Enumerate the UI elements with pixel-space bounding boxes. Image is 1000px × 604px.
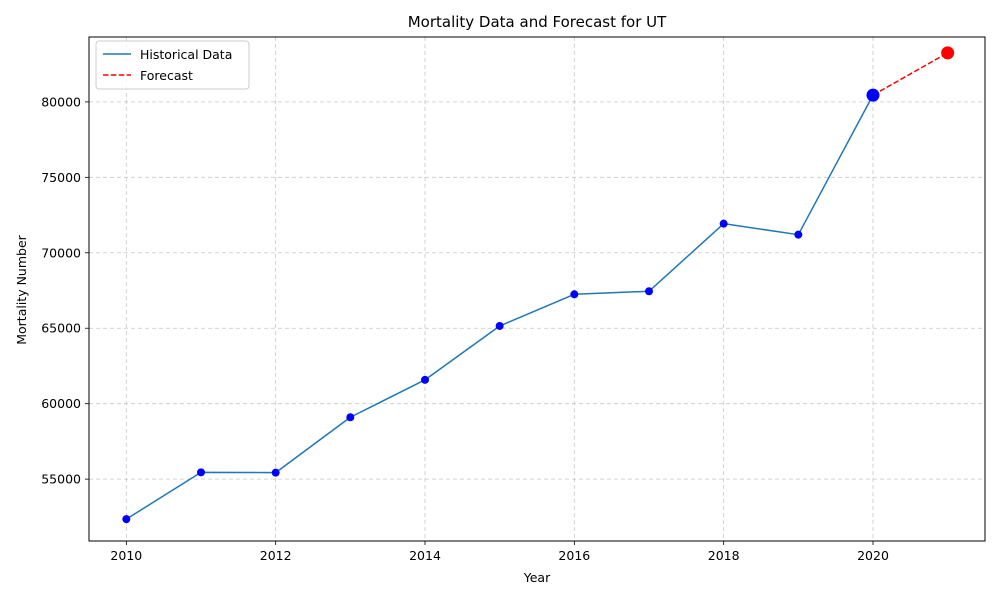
y-tick-label: 75000 — [41, 170, 81, 185]
y-tick-label: 65000 — [41, 321, 81, 336]
legend-box — [95, 40, 250, 90]
series-lines — [125, 52, 949, 520]
x-tick-label: 2010 — [110, 548, 142, 563]
x-axis-ticks: 2010 2012 2014 2016 2018 2020 — [110, 541, 889, 563]
historical-data-line — [125, 94, 874, 520]
historical-point — [421, 375, 429, 384]
x-tick-label: 2014 — [409, 548, 441, 563]
y-tick-label: 55000 — [41, 472, 81, 487]
historical-point — [271, 468, 280, 477]
plot-area-frame — [88, 36, 986, 542]
historical-point — [570, 290, 579, 299]
forecast-line — [872, 52, 949, 96]
y-tick-label: 80000 — [41, 94, 81, 109]
legend-label-forecast: Forecast — [140, 68, 193, 83]
data-points — [122, 46, 955, 524]
historical-point — [197, 468, 205, 477]
historical-point — [346, 413, 355, 422]
historical-point — [495, 321, 504, 330]
y-axis-ticks: 55000 60000 65000 70000 75000 80000 — [41, 94, 89, 487]
chart-title: Mortality Data and Forecast for UT — [408, 13, 667, 31]
y-tick-label: 70000 — [41, 245, 81, 260]
historical-point — [122, 515, 131, 524]
x-tick-label: 2020 — [857, 548, 889, 563]
legend: Historical Data Forecast — [95, 40, 250, 90]
legend-label-historical: Historical Data — [140, 47, 232, 62]
forecast-point — [941, 46, 955, 60]
historical-point — [719, 219, 728, 228]
y-tick-label: 60000 — [41, 396, 81, 411]
x-tick-label: 2012 — [260, 548, 292, 563]
historical-point — [645, 287, 653, 296]
x-tick-label: 2018 — [708, 548, 740, 563]
grid — [89, 37, 985, 541]
historical-last-point — [866, 88, 880, 102]
y-axis-label: Mortality Number — [14, 234, 29, 344]
x-tick-label: 2016 — [558, 548, 590, 563]
x-axis-label: Year — [523, 570, 551, 585]
historical-point — [794, 230, 803, 239]
